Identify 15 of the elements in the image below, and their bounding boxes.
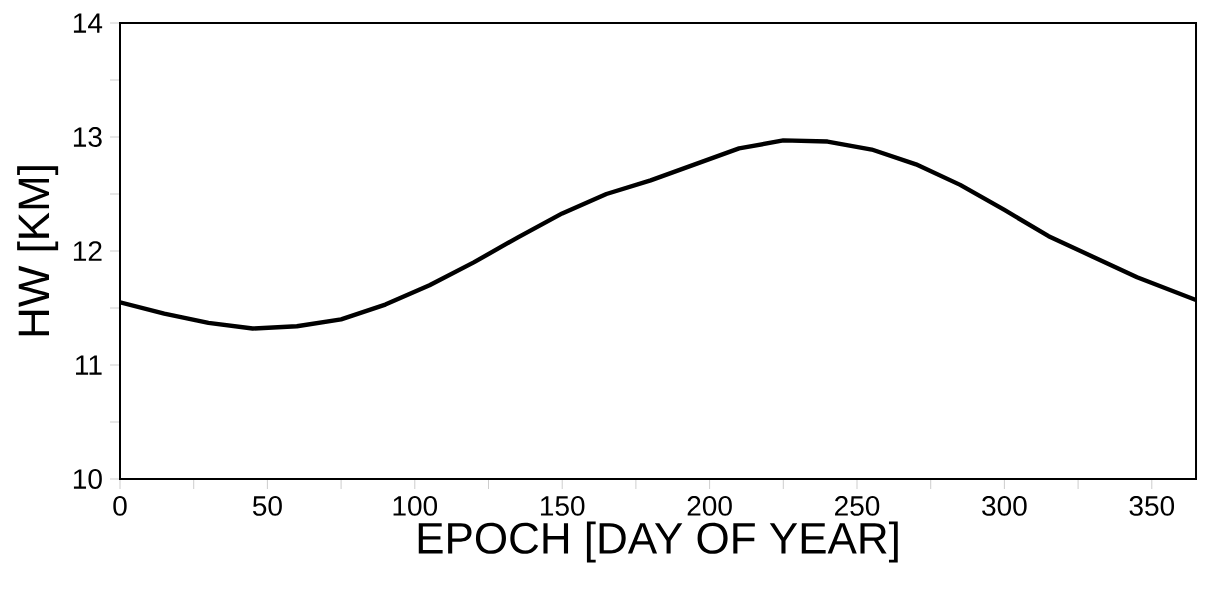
x-tick-label: 350 [1129,496,1175,516]
x-tick-label: 50 [252,496,282,516]
x-axis-title: EPOCH [DAY OF YEAR] [418,521,898,563]
x-tick-label: 250 [835,496,880,516]
y-tick-label: 13 [73,127,102,147]
x-tick-label: 300 [982,496,1027,516]
y-tick-label: 12 [73,241,102,261]
x-tick-label: 200 [687,496,732,516]
y-axis-title: HW [KM] [17,166,59,336]
x-tick-label: 150 [540,496,585,516]
x-tick-label: 0 [113,496,127,516]
y-tick-label: 14 [73,13,103,33]
y-tick-label: 10 [73,469,102,489]
y-tick-label: 11 [76,355,102,375]
x-tick-label: 100 [393,496,438,516]
